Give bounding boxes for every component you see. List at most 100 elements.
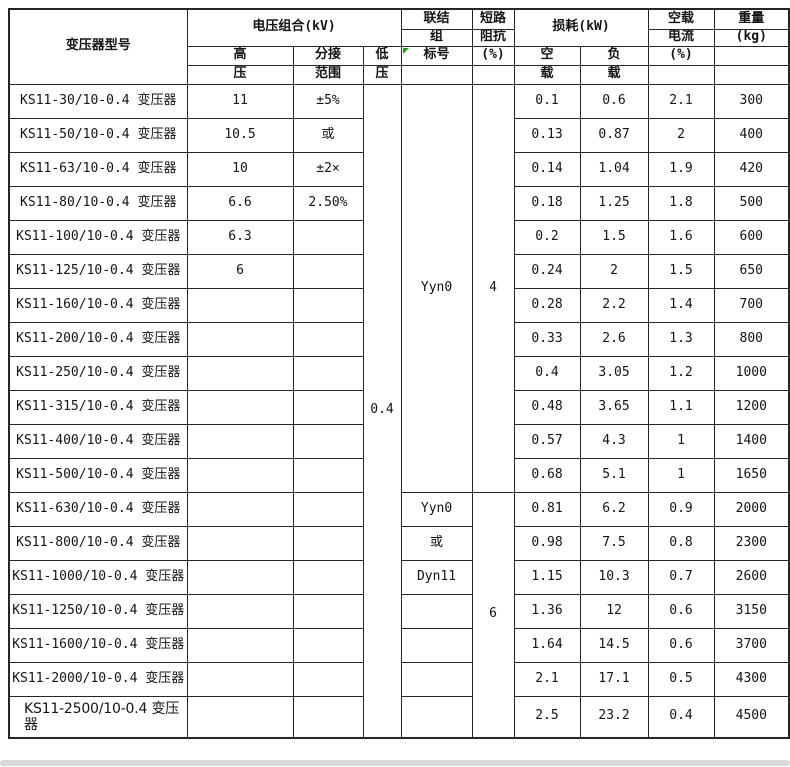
cell-load-loss: 5.1 xyxy=(579,457,649,493)
cell-model: KS11-1250/10-0.4 变压器 xyxy=(8,593,188,629)
cell-noload-current: 2 xyxy=(647,117,715,153)
header-weight-spacer1 xyxy=(713,45,790,66)
cell-noload-loss: 0.33 xyxy=(513,321,581,357)
cell-load-loss: 6.2 xyxy=(579,491,649,527)
table-row: KS11-80/10-0.4 变压器 6.6 2.50% 0.18 1.25 1.8 500 xyxy=(8,185,790,221)
cell-high-voltage xyxy=(186,627,294,663)
cell-noload-loss: 0.68 xyxy=(513,457,581,493)
cell-high-voltage xyxy=(186,457,294,493)
cell-load-loss: 10.3 xyxy=(579,559,649,595)
cell-tap-range xyxy=(292,491,364,527)
cell-noload-current: 1 xyxy=(647,457,715,493)
cell-noload-loss: 0.81 xyxy=(513,491,581,527)
cell-noload-loss: 1.36 xyxy=(513,593,581,629)
cell-noload-loss: 0.14 xyxy=(513,151,581,187)
cell-tap-range xyxy=(292,219,364,255)
table-row: KS11-630/10-0.4 变压器 Yyn0 6 0.81 6.2 0.9 2000 xyxy=(8,491,790,739)
cell-load-loss: 3.05 xyxy=(579,355,649,391)
cell-impedance: 6 xyxy=(471,491,515,739)
table-row: KS11-100/10-0.4 变压器 6.3 0.2 1.5 1.6 600 xyxy=(8,219,790,255)
bottom-divider-bar xyxy=(0,760,790,766)
cell-weight: 1400 xyxy=(713,423,790,459)
cell-load-loss: 12 xyxy=(579,593,649,629)
cell-weight: 4300 xyxy=(713,661,790,697)
cell-weight: 600 xyxy=(713,219,790,255)
cell-model: KS11-2000/10-0.4 变压器 xyxy=(8,661,188,697)
cell-tap-range xyxy=(292,559,364,595)
cell-noload-current: 1.5 xyxy=(647,253,715,289)
cell-connection-group xyxy=(400,695,473,739)
cell-weight: 1650 xyxy=(713,457,790,493)
cell-model: KS11-50/10-0.4 变压器 xyxy=(8,117,188,153)
table-row: KS11-1000/10-0.4 变压器 Dyn11 1.15 10.3 0.7 2600 xyxy=(8,559,790,595)
cell-noload-loss: 0.28 xyxy=(513,287,581,323)
cell-load-loss: 2 xyxy=(579,253,649,289)
table-row: KS11-125/10-0.4 变压器 6 0.24 2 1.5 650 xyxy=(8,253,790,289)
cell-high-voltage xyxy=(186,695,294,739)
cell-noload-current: 1.9 xyxy=(647,151,715,187)
header-load-loss-line1: 负 xyxy=(579,45,649,66)
cell-high-voltage xyxy=(186,355,294,391)
cell-high-voltage: 10.5 xyxy=(186,117,294,153)
cell-high-voltage xyxy=(186,559,294,595)
header-tap-range-line1: 分接 xyxy=(292,45,364,66)
cell-load-loss: 23.2 xyxy=(579,695,649,739)
cell-tap-range: 2.50% xyxy=(292,185,364,221)
header-current-line1: 空载 xyxy=(647,8,715,30)
cell-model: KS11-1000/10-0.4 变压器 xyxy=(8,559,188,595)
cell-impedance: 4 xyxy=(471,83,515,493)
table-row: KS11-2000/10-0.4 变压器 2.1 17.1 0.5 4300 xyxy=(8,661,790,697)
cell-weight: 420 xyxy=(713,151,790,187)
header-row-3: 高 分接 低 标号 (%) 空 负 (%) xyxy=(9,45,790,66)
cell-high-voltage xyxy=(186,491,294,527)
cell-tap-range xyxy=(292,457,364,493)
cell-noload-current: 0.8 xyxy=(647,525,715,561)
header-row-1: 变压器型号 电压组合(kV) 联结 短路 损耗(kW) 空载 重量 xyxy=(8,8,790,85)
cell-load-loss: 1.04 xyxy=(579,151,649,187)
header-connection-line3: 标号 xyxy=(400,45,473,66)
cell-noload-current: 2.1 xyxy=(647,83,715,119)
cell-model: KS11-125/10-0.4 变压器 xyxy=(8,253,188,289)
header-model: 变压器型号 xyxy=(8,8,188,85)
cell-load-loss: 3.65 xyxy=(579,389,649,425)
header-current-spacer xyxy=(647,64,715,85)
cell-model: KS11-400/10-0.4 变压器 xyxy=(8,423,188,459)
cell-load-loss: 1.5 xyxy=(579,219,649,255)
table-body: KS11-30/10-0.4 变压器 11 ±5% 0.4 Yyn0 4 0.1 0.6 2.1… xyxy=(8,83,790,739)
table-row: KS11-800/10-0.4 变压器 或 0.98 7.5 0.8 2300 xyxy=(8,525,790,561)
cell-model: KS11-250/10-0.4 变压器 xyxy=(8,355,188,391)
cell-noload-loss: 2.5 xyxy=(513,695,581,739)
cell-load-loss: 7.5 xyxy=(579,525,649,561)
cell-weight: 800 xyxy=(713,321,790,357)
cell-tap-range xyxy=(292,423,364,459)
cell-noload-current: 1.4 xyxy=(647,287,715,323)
cell-tap-range: 或 xyxy=(292,117,364,153)
header-current-line3: (%) xyxy=(647,45,715,66)
cell-connection-group: Dyn11 xyxy=(400,559,473,595)
cell-model: KS11-500/10-0.4 变压器 xyxy=(8,457,188,493)
cell-high-voltage xyxy=(186,287,294,323)
header-connection-line3-label: 标号 xyxy=(423,47,450,63)
cell-high-voltage xyxy=(186,423,294,459)
header-noload-loss-line1: 空 xyxy=(513,45,581,66)
header-tap-range-line2: 范围 xyxy=(292,64,364,85)
cell-tap-range xyxy=(292,695,364,739)
cell-noload-loss: 0.18 xyxy=(513,185,581,221)
header-low-voltage-line1: 低 xyxy=(362,45,402,66)
cell-model: KS11-80/10-0.4 变压器 xyxy=(8,185,188,221)
cell-load-loss: 2.2 xyxy=(579,287,649,323)
cell-high-voltage: 10 xyxy=(186,151,294,187)
header-noload-loss-line2: 载 xyxy=(513,64,581,85)
cell-tap-range xyxy=(292,525,364,561)
cell-model: KS11-160/10-0.4 变压器 xyxy=(8,287,188,323)
header-high-voltage-line2: 压 xyxy=(186,64,294,85)
header-impedance-line3: (%) xyxy=(471,45,515,66)
cell-noload-current: 0.7 xyxy=(647,559,715,595)
cell-weight: 3700 xyxy=(713,627,790,663)
cell-noload-current: 1 xyxy=(647,423,715,459)
cell-model: KS11-100/10-0.4 变压器 xyxy=(8,219,188,255)
cell-high-voltage: 6 xyxy=(186,253,294,289)
header-weight-line2: (kg) xyxy=(713,28,790,47)
cell-tap-range xyxy=(292,593,364,629)
cell-weight: 3150 xyxy=(713,593,790,629)
